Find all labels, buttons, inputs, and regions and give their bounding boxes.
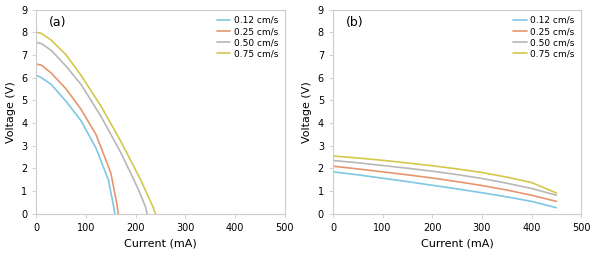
0.75 cm/s	[33, 31, 40, 34]
0.50 cm/s	[528, 187, 535, 190]
Line: 0.50 cm/s: 0.50 cm/s	[36, 42, 147, 214]
Text: (b): (b)	[346, 16, 363, 29]
0.12 cm/s	[379, 177, 386, 180]
0.12 cm/s	[92, 147, 100, 150]
0.75 cm/s	[429, 164, 436, 167]
0.75 cm/s	[404, 162, 411, 165]
0.25 cm/s	[454, 180, 461, 183]
0.75 cm/s	[117, 140, 125, 143]
0.50 cm/s	[404, 167, 411, 170]
0.25 cm/s	[503, 188, 510, 192]
0.12 cm/s	[330, 170, 337, 173]
0.12 cm/s	[77, 119, 85, 122]
0.75 cm/s	[330, 154, 337, 157]
0.12 cm/s	[404, 180, 411, 183]
0.50 cm/s	[354, 161, 361, 164]
0.50 cm/s	[63, 65, 70, 68]
0.50 cm/s	[97, 115, 104, 118]
Y-axis label: Voltage (V): Voltage (V)	[5, 81, 15, 142]
0.50 cm/s	[142, 205, 149, 209]
X-axis label: Current (mA): Current (mA)	[124, 239, 197, 248]
0.50 cm/s	[429, 170, 436, 173]
0.50 cm/s	[330, 159, 337, 162]
Y-axis label: Voltage (V): Voltage (V)	[302, 81, 312, 142]
0.75 cm/s	[137, 178, 144, 181]
Line: 0.25 cm/s: 0.25 cm/s	[333, 166, 557, 201]
0.75 cm/s	[479, 171, 486, 174]
0.12 cm/s	[110, 203, 117, 206]
0.50 cm/s	[479, 177, 486, 180]
0.12 cm/s	[105, 178, 112, 181]
0.75 cm/s	[97, 104, 104, 107]
0.75 cm/s	[150, 205, 157, 209]
Line: 0.12 cm/s: 0.12 cm/s	[333, 172, 557, 208]
0.12 cm/s	[553, 206, 560, 209]
0.25 cm/s	[330, 165, 337, 168]
0.25 cm/s	[114, 212, 122, 215]
0.75 cm/s	[63, 53, 70, 56]
0.25 cm/s	[404, 173, 411, 176]
0.50 cm/s	[454, 173, 461, 176]
0.50 cm/s	[38, 42, 45, 45]
0.25 cm/s	[113, 202, 120, 205]
0.25 cm/s	[354, 167, 361, 170]
0.12 cm/s	[479, 191, 486, 194]
0.75 cm/s	[528, 181, 535, 184]
0.50 cm/s	[144, 212, 151, 215]
0.75 cm/s	[553, 192, 560, 195]
0.12 cm/s	[454, 187, 461, 190]
0.12 cm/s	[48, 83, 55, 86]
0.25 cm/s	[528, 194, 535, 197]
0.25 cm/s	[479, 184, 486, 187]
0.12 cm/s	[429, 184, 436, 187]
0.12 cm/s	[111, 212, 119, 215]
0.50 cm/s	[553, 194, 560, 197]
Line: 0.75 cm/s: 0.75 cm/s	[333, 156, 557, 193]
Line: 0.50 cm/s: 0.50 cm/s	[333, 161, 557, 195]
0.50 cm/s	[33, 41, 40, 44]
0.25 cm/s	[63, 87, 70, 90]
0.25 cm/s	[107, 171, 114, 174]
0.12 cm/s	[528, 200, 535, 203]
0.25 cm/s	[77, 108, 85, 111]
Line: 0.75 cm/s: 0.75 cm/s	[36, 32, 156, 214]
X-axis label: Current (mA): Current (mA)	[421, 239, 493, 248]
0.25 cm/s	[429, 177, 436, 180]
0.50 cm/s	[77, 83, 85, 86]
0.12 cm/s	[33, 74, 40, 77]
0.50 cm/s	[135, 187, 142, 190]
Legend: 0.12 cm/s, 0.25 cm/s, 0.50 cm/s, 0.75 cm/s: 0.12 cm/s, 0.25 cm/s, 0.50 cm/s, 0.75 cm…	[215, 14, 280, 60]
0.75 cm/s	[48, 39, 55, 42]
0.25 cm/s	[553, 200, 560, 203]
Legend: 0.12 cm/s, 0.25 cm/s, 0.50 cm/s, 0.75 cm/s: 0.12 cm/s, 0.25 cm/s, 0.50 cm/s, 0.75 cm…	[511, 14, 577, 60]
0.25 cm/s	[38, 64, 45, 67]
0.12 cm/s	[63, 100, 70, 103]
0.25 cm/s	[48, 72, 55, 75]
0.75 cm/s	[454, 167, 461, 170]
Text: (a): (a)	[49, 16, 66, 29]
0.75 cm/s	[379, 159, 386, 162]
Line: 0.25 cm/s: 0.25 cm/s	[36, 64, 118, 214]
0.50 cm/s	[503, 182, 510, 185]
0.75 cm/s	[38, 32, 45, 35]
0.25 cm/s	[33, 62, 40, 66]
0.25 cm/s	[379, 170, 386, 173]
0.75 cm/s	[503, 176, 510, 179]
Line: 0.12 cm/s: 0.12 cm/s	[36, 75, 115, 214]
0.12 cm/s	[503, 195, 510, 198]
0.50 cm/s	[117, 151, 125, 154]
0.75 cm/s	[152, 212, 159, 215]
0.50 cm/s	[48, 49, 55, 52]
0.25 cm/s	[92, 133, 100, 136]
0.50 cm/s	[379, 164, 386, 167]
0.75 cm/s	[354, 156, 361, 160]
0.12 cm/s	[38, 76, 45, 79]
0.12 cm/s	[354, 173, 361, 176]
0.75 cm/s	[77, 74, 85, 77]
